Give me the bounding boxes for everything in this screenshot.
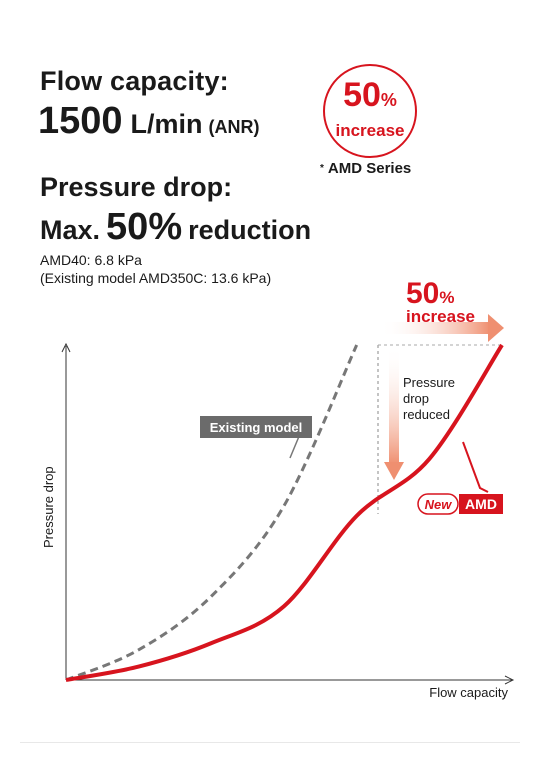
chart-increase-value: 50%: [406, 277, 455, 310]
pressure-drop-value-line: Max. 50% reduction: [40, 206, 311, 249]
footer-divider: [20, 742, 520, 743]
badge-word: increase: [335, 121, 405, 140]
badge-value: 50: [343, 76, 381, 114]
flow-capacity-unit: L/min: [130, 109, 203, 139]
pressure-drop-prefix: Max.: [40, 215, 101, 245]
series-asterisk: *: [320, 163, 324, 174]
existing-label-box: [200, 416, 312, 438]
pressure-drop-number: 50: [106, 206, 149, 248]
series-note-text: AMD Series: [327, 160, 412, 177]
amd-label-leader: [462, 441, 489, 493]
chart-increase-word: increase: [406, 307, 475, 326]
increase-arrow-head: [488, 314, 504, 342]
badge-percent: %: [380, 90, 397, 110]
pressure-drop-suffix: reduction: [188, 215, 312, 245]
y-axis-label: Pressure drop: [41, 466, 56, 548]
reduced-label-line1: Pressure: [403, 375, 455, 390]
flow-capacity-value: 1500: [38, 100, 123, 142]
note-existing-model: (Existing model AMD350C: 13.6 kPa): [40, 270, 272, 286]
x-axis-label: Flow capacity: [429, 685, 508, 700]
chart-increase-percent: %: [439, 288, 454, 307]
y-axis-arrowhead: [61, 342, 71, 353]
note-amd40: AMD40: 6.8 kPa: [40, 252, 142, 268]
flow-capacity-label: Flow capacity:: [40, 66, 229, 96]
flow-capacity-anr: (ANR): [208, 117, 260, 137]
existing-model-curve: [65, 344, 359, 682]
amd-curve: [65, 343, 504, 682]
new-label-text: New: [425, 497, 453, 512]
reduced-label-line3: reduced: [403, 407, 450, 422]
series-note: * AMD Series: [320, 160, 411, 177]
amd-label-box: [459, 494, 503, 514]
badge-value-line: 50%: [325, 76, 415, 115]
flow-capacity-value-line: 1500 L/min (ANR): [38, 100, 260, 143]
pressure-drop-value: 50%: [106, 206, 182, 248]
reduced-label-line2: drop: [403, 391, 429, 406]
x-axis-arrowhead: [504, 675, 515, 685]
increase-arrow-shaft: [380, 322, 490, 334]
reduced-arrow-shaft: [389, 346, 399, 464]
increase-badge: 50% increase: [323, 64, 417, 158]
reduced-arrow-head: [384, 462, 404, 480]
amd-label-text: AMD: [465, 496, 497, 512]
existing-label-text: Existing model: [210, 420, 302, 435]
new-label-box: [417, 493, 459, 515]
chart-increase-number: 50: [406, 277, 439, 310]
pressure-drop-percent: %: [148, 206, 183, 248]
pressure-drop-label: Pressure drop:: [40, 172, 233, 202]
